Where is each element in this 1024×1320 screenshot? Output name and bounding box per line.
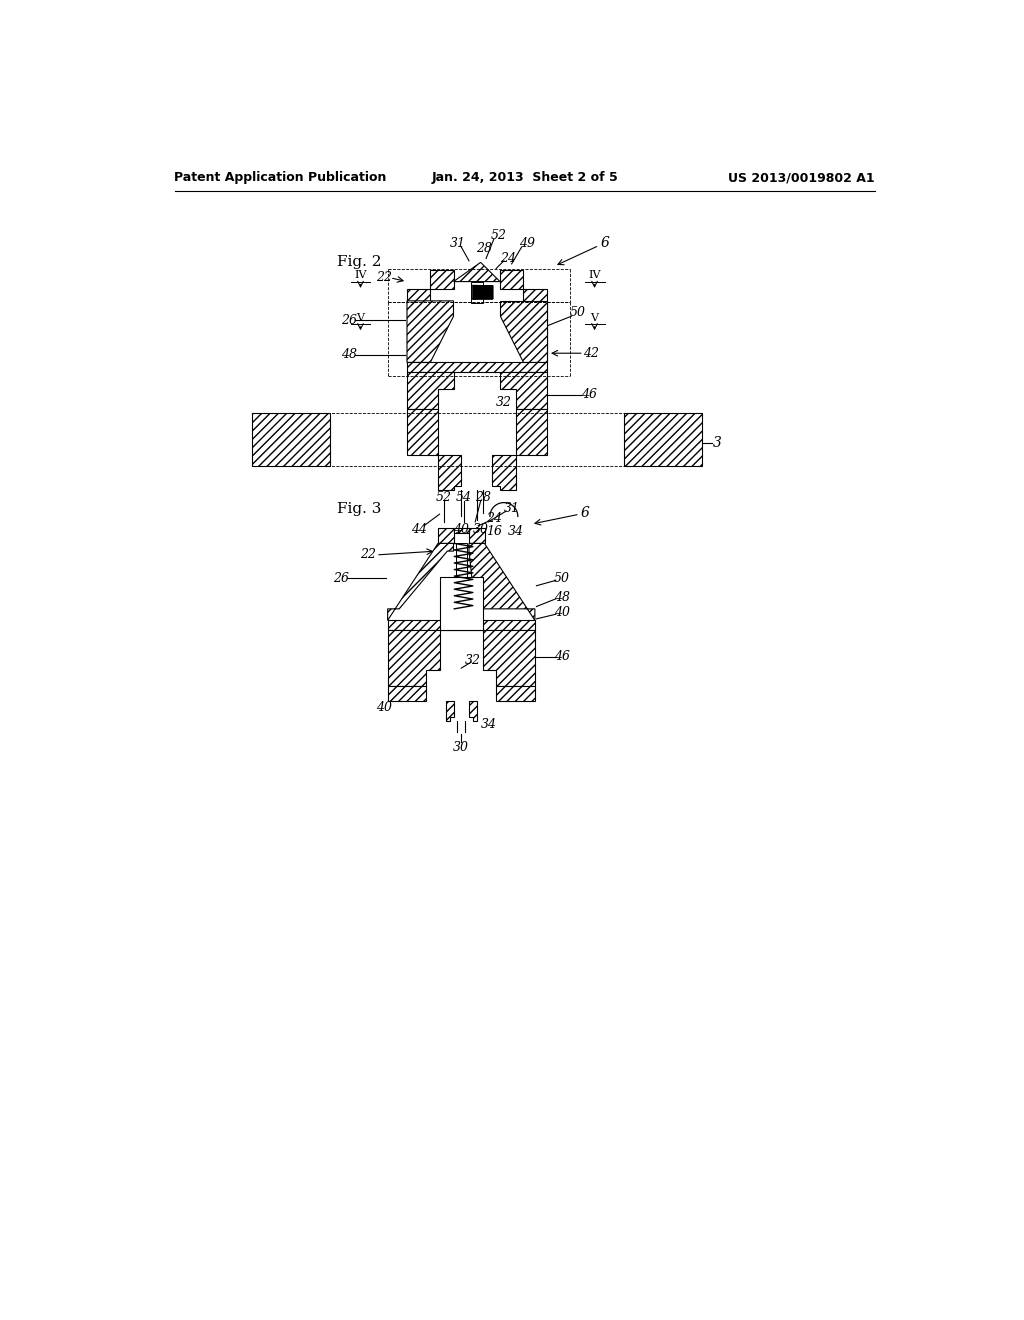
Polygon shape bbox=[407, 289, 430, 363]
Text: 40: 40 bbox=[454, 523, 469, 536]
Bar bbox=[496, 686, 535, 701]
Polygon shape bbox=[500, 301, 547, 363]
Text: 42: 42 bbox=[584, 347, 599, 360]
Text: 49: 49 bbox=[519, 236, 536, 249]
Polygon shape bbox=[515, 409, 547, 455]
Text: 16: 16 bbox=[485, 524, 502, 537]
Bar bbox=[388, 686, 426, 701]
Polygon shape bbox=[430, 271, 454, 289]
Text: 46: 46 bbox=[554, 649, 570, 663]
Text: 52: 52 bbox=[436, 491, 453, 504]
Text: 32: 32 bbox=[465, 653, 481, 667]
Text: 22: 22 bbox=[376, 271, 392, 284]
Text: 34: 34 bbox=[508, 524, 523, 537]
Text: 52: 52 bbox=[490, 228, 507, 242]
Text: Jan. 24, 2013  Sheet 2 of 5: Jan. 24, 2013 Sheet 2 of 5 bbox=[431, 172, 618, 185]
Text: 26: 26 bbox=[333, 572, 349, 585]
Bar bbox=[454, 528, 469, 533]
Text: 26: 26 bbox=[341, 314, 357, 326]
Bar bbox=[456, 544, 467, 609]
Text: US 2013/0019802 A1: US 2013/0019802 A1 bbox=[728, 172, 876, 185]
Polygon shape bbox=[388, 630, 439, 686]
Text: 30: 30 bbox=[454, 741, 469, 754]
Text: 6: 6 bbox=[600, 236, 609, 249]
Text: Fig. 3: Fig. 3 bbox=[337, 502, 382, 516]
Polygon shape bbox=[438, 455, 461, 490]
Text: IV: IV bbox=[589, 271, 601, 280]
Polygon shape bbox=[493, 455, 515, 490]
Text: 24: 24 bbox=[485, 512, 502, 525]
Text: 34: 34 bbox=[480, 718, 497, 731]
Text: 6: 6 bbox=[581, 506, 590, 520]
Polygon shape bbox=[523, 289, 547, 363]
Text: 31: 31 bbox=[450, 236, 465, 249]
Text: 48: 48 bbox=[554, 591, 570, 603]
Bar bbox=[471, 281, 483, 304]
Text: 50: 50 bbox=[554, 572, 570, 585]
Polygon shape bbox=[469, 544, 535, 620]
Polygon shape bbox=[454, 263, 500, 281]
Text: 44: 44 bbox=[411, 523, 427, 536]
Text: V: V bbox=[591, 313, 599, 323]
Text: 48: 48 bbox=[341, 348, 357, 362]
Polygon shape bbox=[388, 544, 454, 620]
Polygon shape bbox=[445, 701, 454, 721]
Text: 24: 24 bbox=[500, 252, 516, 265]
Text: 54: 54 bbox=[456, 491, 472, 504]
Text: Fig. 2: Fig. 2 bbox=[337, 255, 382, 269]
Text: 40: 40 bbox=[376, 701, 392, 714]
Text: 3: 3 bbox=[713, 437, 722, 450]
Polygon shape bbox=[500, 372, 547, 409]
Text: Patent Application Publication: Patent Application Publication bbox=[174, 172, 387, 185]
Polygon shape bbox=[500, 271, 523, 289]
Text: 50: 50 bbox=[569, 306, 586, 319]
Bar bbox=[624, 413, 701, 466]
Text: V: V bbox=[356, 313, 365, 323]
Bar bbox=[252, 413, 330, 466]
Bar bbox=[439, 577, 483, 630]
Polygon shape bbox=[407, 372, 454, 409]
Text: 46: 46 bbox=[582, 388, 597, 401]
Text: 28: 28 bbox=[476, 242, 493, 255]
Text: 31: 31 bbox=[504, 502, 519, 515]
Text: IV: IV bbox=[354, 271, 367, 280]
Bar bbox=[469, 528, 484, 544]
Polygon shape bbox=[407, 409, 438, 455]
Polygon shape bbox=[483, 630, 535, 686]
Polygon shape bbox=[469, 701, 477, 721]
Polygon shape bbox=[407, 301, 454, 363]
Text: 40: 40 bbox=[554, 606, 570, 619]
Bar bbox=[407, 363, 547, 372]
Text: 30: 30 bbox=[473, 523, 488, 536]
Text: 22: 22 bbox=[360, 548, 376, 561]
Bar bbox=[438, 528, 454, 544]
Text: 32: 32 bbox=[496, 396, 512, 409]
Text: 28: 28 bbox=[475, 491, 490, 504]
Bar bbox=[388, 620, 535, 630]
